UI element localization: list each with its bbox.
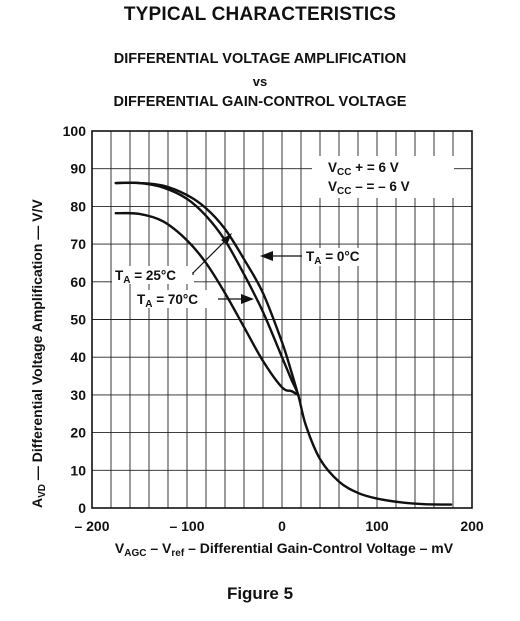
y-tick-label: 70 [70, 236, 86, 252]
label-bg-25c [112, 266, 194, 284]
x-tick-label: 200 [460, 518, 484, 534]
chart-curves [114, 181, 453, 506]
series-label-25c: TA = 25°C [115, 268, 176, 286]
chart-title-line-1: DIFFERENTIAL VOLTAGE AMPLIFICATION [113, 51, 407, 67]
x-tick-label: 100 [365, 518, 389, 534]
plot-frame [91, 130, 473, 509]
chart-tick-labels: 0 10 20 30 40 50 60 70 80 90 100 – 200 – 100 0 100 200 [63, 123, 484, 534]
leader-line-25c [192, 240, 226, 274]
arrowhead-25c [221, 233, 232, 245]
y-tick-label: 100 [63, 123, 87, 139]
series-curve-0c [114, 181, 300, 397]
condition-vcc-plus: VCC + = 6 V [328, 160, 399, 178]
x-axis-label: VAGC – Vref – Differential Gain-Control … [115, 540, 454, 559]
y-tick-label: 90 [70, 161, 86, 177]
page-title: TYPICAL CHARACTERISTICS [123, 4, 397, 25]
x-tick-label: – 200 [74, 518, 109, 534]
label-bg-70c [134, 290, 216, 308]
arrowhead-0c [260, 251, 273, 261]
x-tick-label: – 100 [169, 518, 204, 534]
y-tick-label: 0 [78, 500, 86, 516]
y-tick-label: 20 [70, 425, 86, 441]
arrowhead-70c [241, 294, 254, 304]
y-tick-label: 10 [70, 462, 86, 478]
x-tick-label: 0 [278, 518, 286, 534]
y-tick-label: 40 [70, 349, 86, 365]
series-label-70c: TA = 70°C [137, 292, 198, 310]
figure-caption: Figure 5 [226, 584, 294, 603]
y-axis-label: AVD — Differential Voltage Amplification… [29, 199, 48, 508]
series-curve-70c [114, 211, 300, 397]
y-tick-label: 60 [70, 274, 86, 290]
series-curve-25c [114, 181, 453, 506]
conditions-box [312, 156, 454, 198]
chart-title-line-3: DIFFERENTIAL GAIN-CONTROL VOLTAGE [113, 94, 407, 110]
chart-title-line-2: vs [252, 74, 268, 89]
y-tick-label: 80 [70, 198, 86, 214]
y-tick-label: 30 [70, 387, 86, 403]
label-bg-0c [303, 248, 375, 266]
chart-annotations: VCC + = 6 V VCC – = – 6 V TA = 0°C TA = … [112, 156, 454, 310]
y-tick-label: 50 [70, 312, 86, 328]
